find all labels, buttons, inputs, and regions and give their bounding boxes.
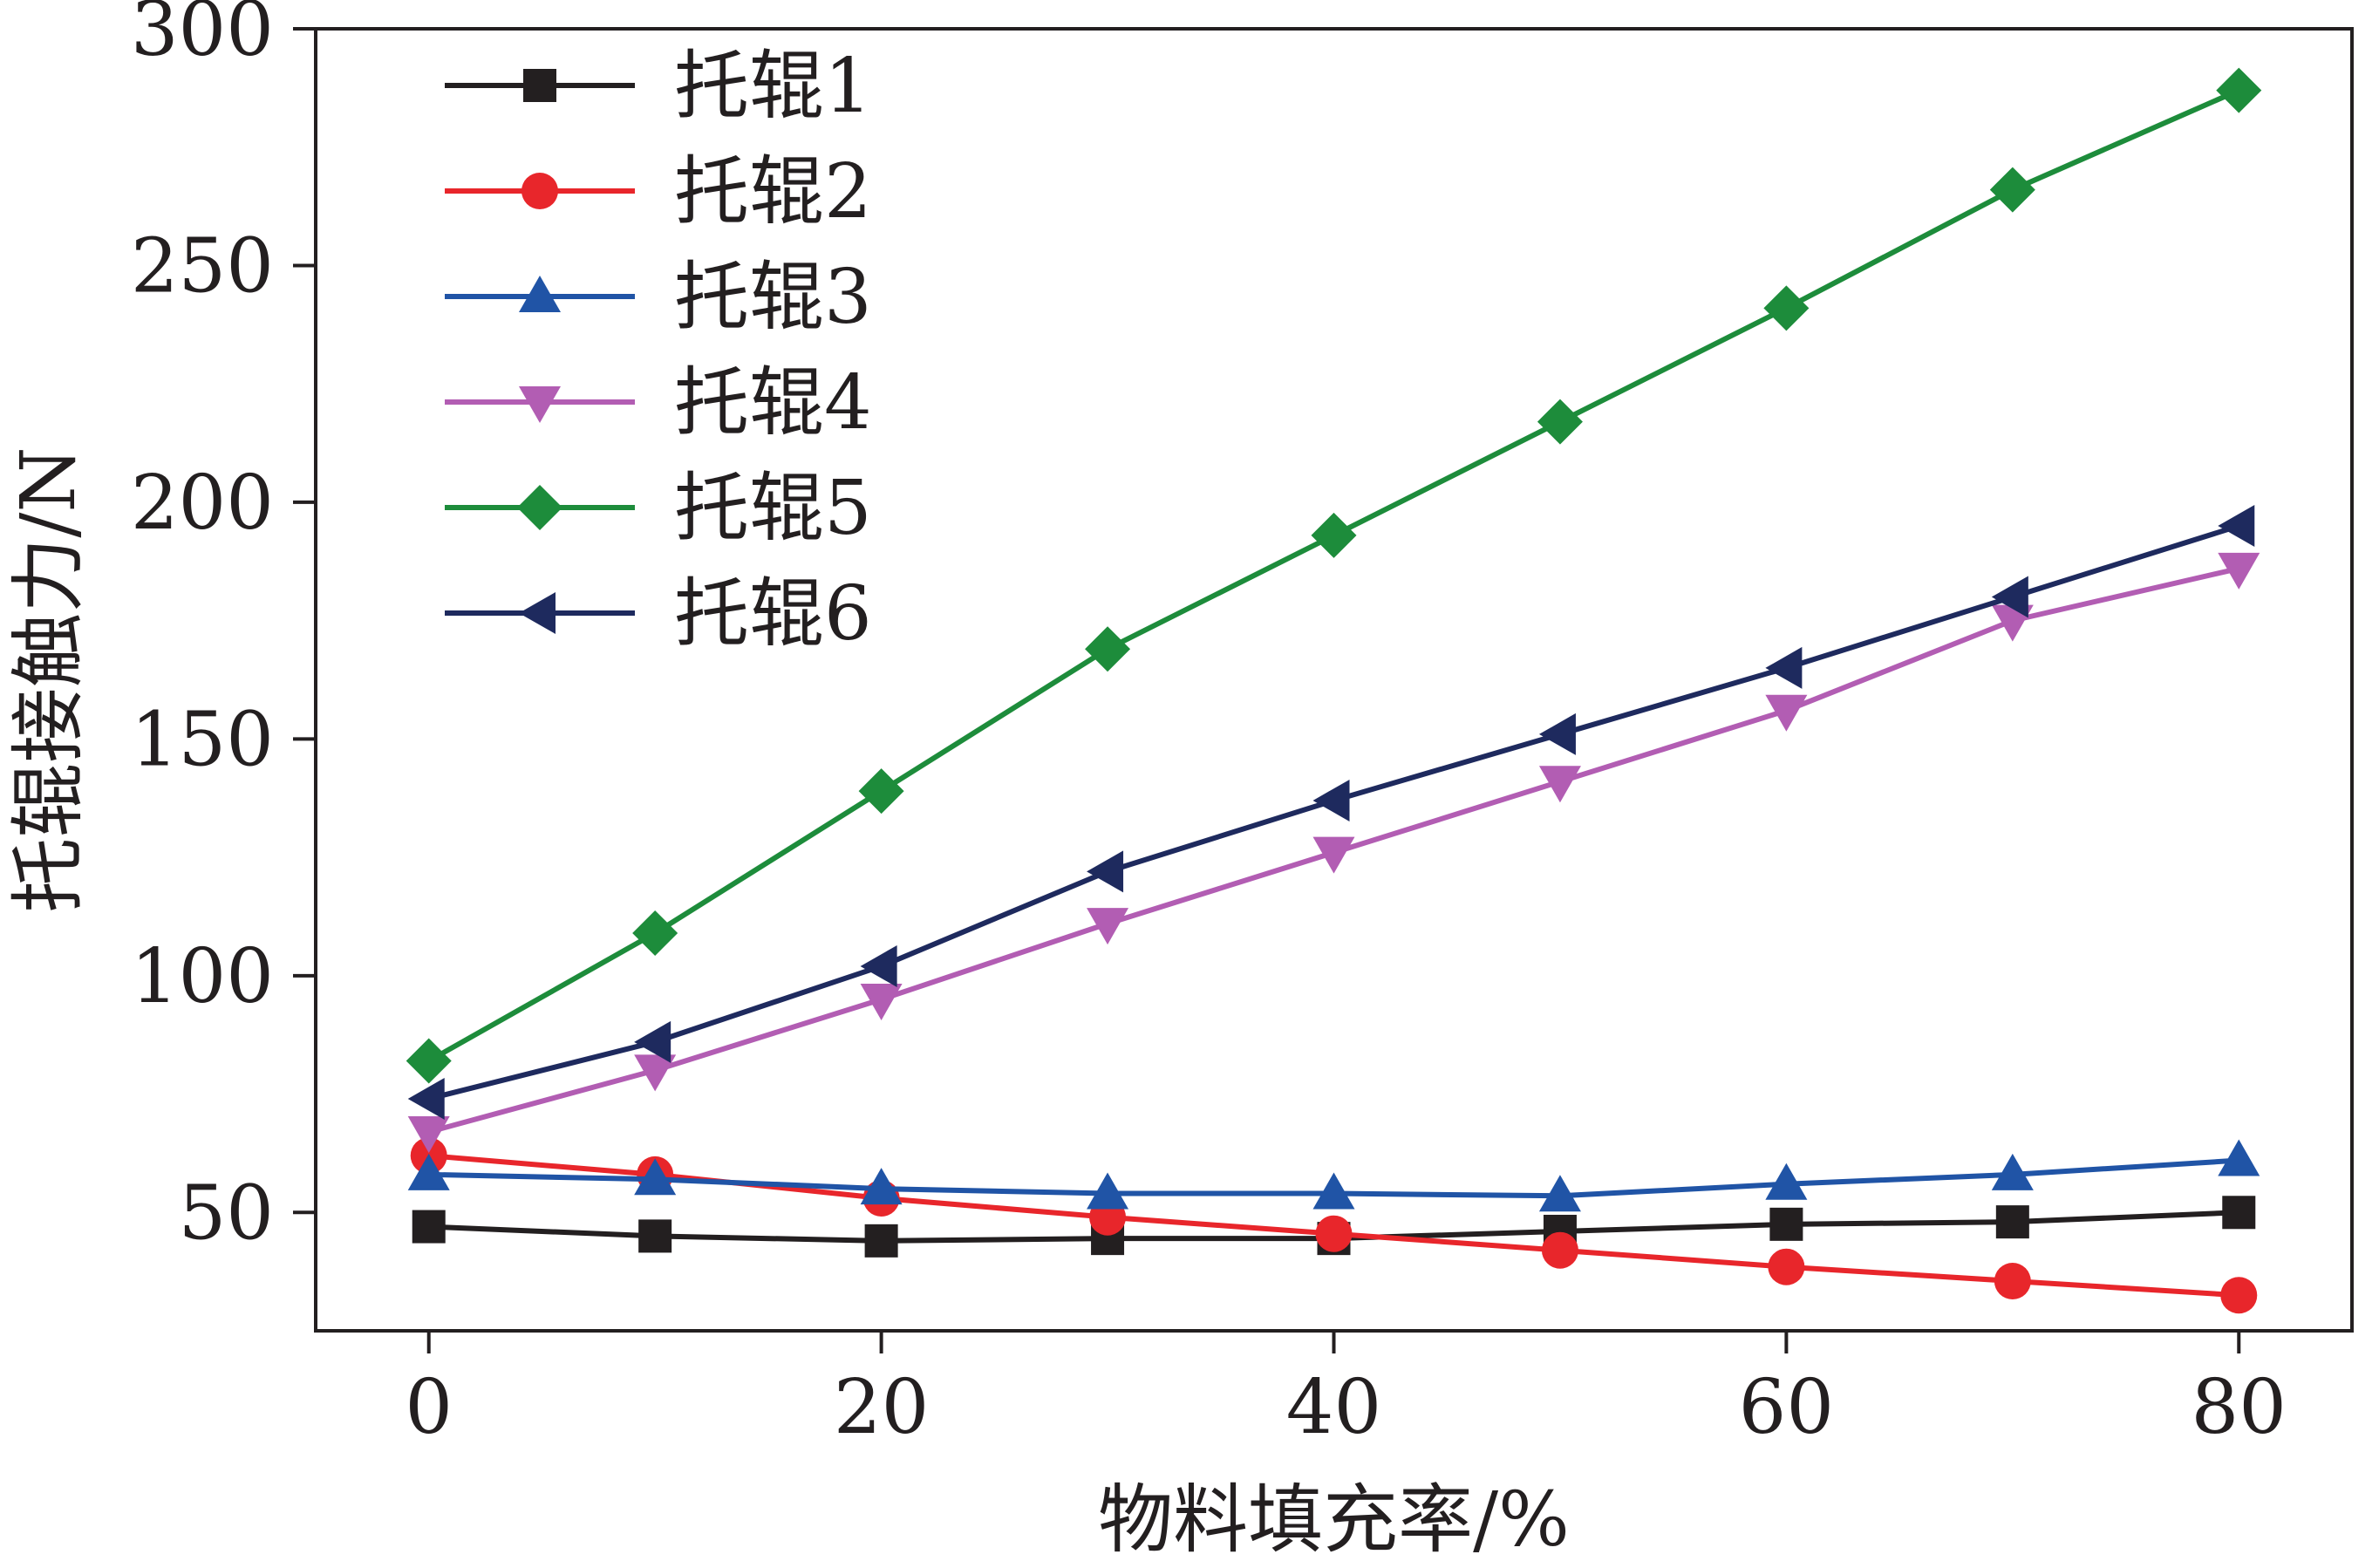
data-point — [1537, 399, 1583, 445]
legend-label: 托辊3 — [674, 254, 872, 341]
series-layer — [406, 67, 2262, 1314]
legend-marker — [519, 276, 561, 312]
legend-marker — [517, 485, 562, 530]
data-point — [1312, 1172, 1355, 1210]
data-point — [407, 1115, 450, 1153]
data-point — [1087, 1172, 1129, 1210]
series-3 — [407, 1139, 2260, 1212]
y-tick-label: 100 — [131, 933, 274, 1020]
legend: 托辊1 托辊2 托辊3 托辊4 托辊5 托辊6 — [445, 43, 872, 658]
x-tick-label: 20 — [834, 1364, 929, 1451]
y-axis-title: 托辊接触力/N — [5, 447, 92, 912]
y-tick-label: 50 — [179, 1169, 274, 1257]
legend-label: 托辊1 — [674, 43, 872, 130]
plot-frame — [314, 27, 2354, 1333]
legend-label: 托辊2 — [674, 148, 872, 235]
legend-label: 托辊4 — [674, 359, 872, 447]
data-point — [1765, 694, 1808, 732]
data-point — [2216, 67, 2262, 113]
data-point — [2222, 1196, 2256, 1230]
series-4 — [407, 552, 2260, 1153]
legend-item: 托辊1 — [445, 43, 872, 130]
y-tick-label: 200 — [131, 460, 274, 547]
legend-item: 托辊3 — [445, 254, 872, 341]
data-point — [1538, 712, 1576, 755]
data-point — [1538, 766, 1581, 803]
data-point — [860, 983, 903, 1020]
data-point — [1312, 836, 1355, 874]
x-tick-label: 40 — [1286, 1364, 1381, 1451]
data-point — [1994, 1262, 2031, 1299]
axis-ticks: 50 100 150 200 250 300 0 20 40 60 80 — [131, 0, 2287, 1451]
data-point — [864, 1224, 898, 1258]
data-point — [634, 1020, 671, 1063]
y-tick-label: 300 — [131, 0, 274, 73]
data-point — [1311, 512, 1357, 558]
data-point — [1991, 576, 2028, 618]
data-point — [407, 1077, 445, 1120]
data-point — [860, 1168, 903, 1205]
data-point — [1765, 1162, 1808, 1200]
legend-item: 托辊5 — [445, 465, 872, 552]
data-point — [634, 1158, 677, 1196]
data-point — [2220, 1277, 2258, 1314]
series-6 — [407, 505, 2255, 1120]
data-point — [1763, 285, 1810, 331]
legend-marker — [519, 592, 556, 634]
x-tick-label: 80 — [2192, 1364, 2287, 1451]
legend-item: 托辊6 — [445, 570, 872, 658]
data-point — [2218, 505, 2255, 548]
legend-label: 托辊6 — [674, 570, 872, 658]
y-tick-label: 250 — [131, 222, 274, 310]
data-point — [1085, 626, 1131, 672]
x-tick-label: 60 — [1739, 1364, 1834, 1451]
data-point — [1087, 908, 1129, 945]
data-point — [1087, 850, 1124, 893]
plot-border — [314, 27, 2354, 1333]
legend-marker — [519, 386, 561, 423]
y-tick-label: 150 — [131, 696, 274, 783]
data-point — [1538, 1175, 1581, 1212]
data-point — [1765, 646, 1803, 689]
data-point — [638, 1219, 672, 1253]
data-point — [1312, 779, 1350, 821]
data-point — [1995, 1205, 2029, 1239]
legend-item: 托辊2 — [445, 148, 872, 235]
data-point — [2218, 1139, 2260, 1176]
data-point — [1541, 1231, 1578, 1269]
data-point — [406, 1038, 452, 1084]
legend-label: 托辊5 — [674, 465, 872, 552]
series-5 — [406, 67, 2262, 1084]
data-point — [632, 910, 678, 956]
data-point — [1769, 1207, 1803, 1241]
data-point — [1768, 1248, 1805, 1285]
data-point — [860, 944, 897, 987]
x-axis-title: 物料填充率/% — [1098, 1476, 1570, 1564]
series-2 — [410, 1137, 2258, 1314]
x-tick-label: 0 — [405, 1364, 453, 1451]
data-point — [2218, 552, 2260, 590]
legend-item: 托辊4 — [445, 359, 872, 447]
data-point — [858, 768, 904, 815]
data-point — [634, 1054, 677, 1092]
data-point — [1991, 1153, 2034, 1190]
data-point — [407, 1153, 450, 1190]
data-point — [1989, 167, 2035, 213]
legend-marker — [523, 69, 556, 102]
data-point — [412, 1210, 446, 1244]
legend-marker — [521, 173, 558, 209]
data-point — [1315, 1215, 1353, 1252]
